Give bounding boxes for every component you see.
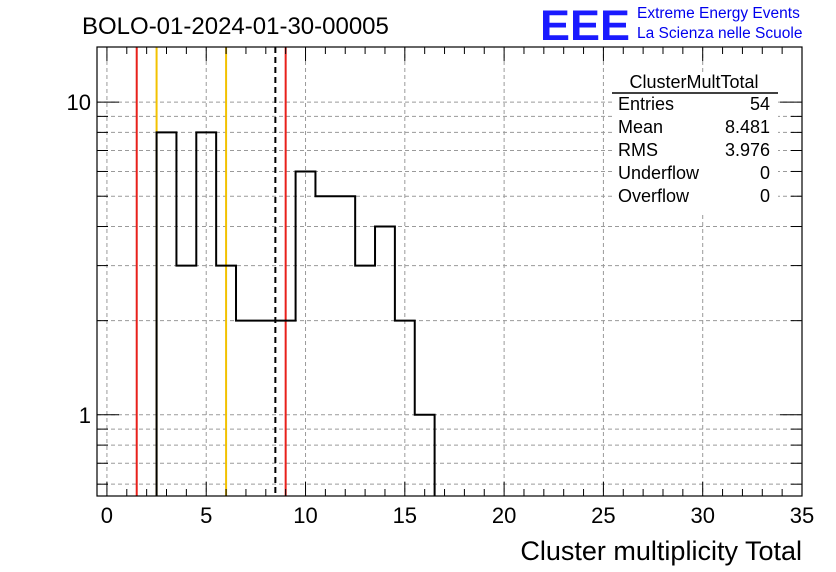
stats-row-value: 3.976 bbox=[725, 140, 770, 160]
stats-row-label: Overflow bbox=[618, 186, 690, 206]
chart-title: BOLO-01-2024-01-30-00005 bbox=[82, 13, 389, 40]
stats-rows: Entries 54 Mean 8.481 RMS 3.976 Underflow 0 Over… bbox=[618, 94, 770, 206]
y-tick-label: 1 bbox=[79, 403, 91, 428]
x-tick-label: 5 bbox=[200, 503, 212, 528]
stats-box-background bbox=[612, 72, 778, 212]
stats-title: ClusterMultTotal bbox=[629, 72, 758, 92]
x-tick-label: 35 bbox=[790, 503, 814, 528]
y-tick-label: 10 bbox=[67, 90, 91, 115]
eee-logo-mark: EEE bbox=[540, 2, 630, 50]
stats-row-value: 0 bbox=[760, 186, 770, 206]
eee-logo: EEE Extreme Energy Events La Scienza nel… bbox=[540, 2, 802, 50]
eee-logo-line1: Extreme Energy Events bbox=[637, 5, 800, 22]
stats-box: ClusterMultTotal Entries 54 Mean 8.481 RMS 3.… bbox=[612, 72, 778, 212]
x-tick-label: 15 bbox=[393, 503, 417, 528]
plot-frame bbox=[96, 46, 803, 497]
x-tick-label: 0 bbox=[101, 503, 113, 528]
histogram-outline bbox=[155, 131, 436, 496]
x-axis-label: Cluster multiplicity Total bbox=[520, 536, 802, 566]
stats-row-value: 54 bbox=[750, 94, 770, 114]
stats-row-label: RMS bbox=[618, 140, 658, 160]
x-tick-label: 30 bbox=[690, 503, 714, 528]
stats-row-value: 0 bbox=[760, 163, 770, 183]
stats-row-label: Mean bbox=[618, 117, 663, 137]
stats-row-label: Entries bbox=[618, 94, 674, 114]
axis-ticks bbox=[97, 47, 803, 496]
x-tick-label: 10 bbox=[293, 503, 317, 528]
x-tick-label: 20 bbox=[492, 503, 516, 528]
stats-row-value: 8.481 bbox=[725, 117, 770, 137]
stats-row-label: Underflow bbox=[618, 163, 700, 183]
eee-logo-line2: La Scienza nelle Scuole bbox=[637, 25, 802, 42]
axis-tick-labels: 0 5 10 15 20 25 30 35 1 10 bbox=[67, 90, 815, 528]
x-tick-label: 25 bbox=[591, 503, 615, 528]
